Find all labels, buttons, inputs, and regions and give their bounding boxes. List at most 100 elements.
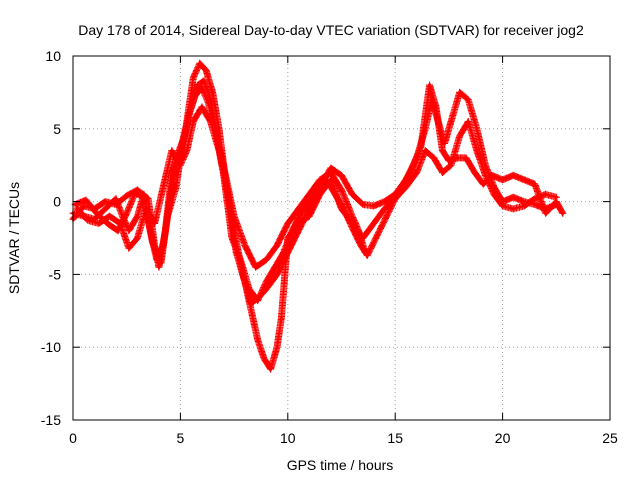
series-trace-3: [73, 103, 560, 373]
data-point: [350, 226, 354, 230]
data-point: [299, 211, 303, 215]
data-point: [522, 178, 526, 182]
data-point: [307, 200, 311, 204]
data-point: [84, 198, 88, 202]
data-point: [185, 149, 189, 153]
data-point: [238, 258, 243, 262]
data-point: [408, 170, 412, 175]
data-point: [195, 83, 200, 87]
data-point: [296, 229, 301, 233]
data-point: [157, 265, 161, 269]
data-point: [324, 178, 329, 182]
data-point: [125, 194, 129, 198]
data-point: [273, 265, 277, 269]
data-point: [133, 191, 137, 195]
data-point: [350, 214, 354, 218]
data-point: [464, 156, 468, 160]
y-tick-label: -15: [41, 412, 61, 428]
data-point: [458, 90, 462, 94]
chart-title: Day 178 of 2014, Sidereal Day-to-day VTE…: [78, 22, 584, 38]
x-tick-label: 25: [602, 430, 618, 446]
data-point: [247, 287, 251, 291]
data-point: [189, 105, 193, 109]
data-point: [116, 229, 120, 233]
data-point: [543, 211, 548, 215]
data-point: [533, 197, 537, 201]
data-point: [262, 357, 266, 361]
data-point: [361, 202, 365, 207]
data-point: [290, 229, 294, 233]
data-point: [447, 159, 451, 163]
data-point: [97, 221, 101, 226]
data-point: [543, 192, 548, 196]
data-point: [533, 182, 537, 186]
data-point: [275, 345, 279, 349]
data-point: [256, 338, 260, 342]
y-tick-label: 5: [53, 121, 61, 137]
data-point: [427, 83, 432, 87]
data-point: [86, 218, 90, 223]
data-point: [153, 221, 157, 226]
data-point: [415, 170, 419, 175]
data-point: [150, 240, 155, 244]
x-tick-label: 0: [69, 430, 77, 446]
x-axis-label: GPS time / hours: [287, 457, 394, 473]
data-point: [372, 221, 376, 226]
data-point: [200, 105, 204, 109]
data-point: [483, 173, 488, 177]
data-point: [483, 163, 488, 167]
data-point: [511, 173, 515, 177]
data-point: [82, 204, 86, 208]
data-point: [342, 207, 346, 211]
data-point: [125, 211, 129, 215]
data-point: [350, 192, 354, 196]
plot-frame: [72, 55, 611, 421]
data-point: [361, 236, 365, 240]
data-point: [107, 214, 112, 218]
data-point: [95, 211, 99, 215]
data-point: [466, 98, 470, 102]
data-point: [161, 185, 165, 189]
data-point: [269, 367, 273, 371]
y-tick-label: -10: [41, 339, 61, 355]
data-point: [382, 207, 387, 211]
y-tick-label: -5: [49, 266, 62, 282]
data-point: [481, 182, 485, 186]
data-point: [73, 202, 77, 207]
data-point: [522, 204, 526, 208]
x-tick-label: 15: [387, 430, 403, 446]
data-point: [249, 309, 253, 313]
data-point: [256, 299, 260, 303]
data-point: [230, 236, 234, 240]
data-point: [103, 207, 107, 211]
data-point: [440, 149, 445, 153]
data-point: [170, 149, 174, 153]
data-point: [211, 90, 215, 94]
data-point: [511, 195, 515, 199]
data-point: [397, 188, 402, 192]
data-point: [339, 173, 344, 177]
data-point: [198, 61, 202, 65]
data-point: [174, 185, 178, 189]
data-point: [202, 79, 206, 83]
data-point: [275, 272, 279, 276]
data-point: [165, 214, 170, 218]
data-marks: [69, 59, 567, 373]
data-point: [307, 214, 311, 218]
data-point: [191, 119, 195, 124]
data-point: [449, 119, 453, 124]
data-point: [75, 207, 79, 211]
data-point: [561, 211, 565, 215]
data-point: [419, 144, 423, 148]
data-point: [200, 86, 204, 90]
data-point: [458, 134, 462, 138]
y-tick-label: 0: [53, 194, 61, 210]
data-point: [286, 221, 290, 226]
data-point: [127, 229, 131, 233]
data-point: [318, 192, 322, 196]
data-point: [159, 261, 163, 265]
x-tick-label: 10: [280, 430, 296, 446]
data-point: [180, 141, 185, 145]
data-point: [475, 149, 479, 153]
